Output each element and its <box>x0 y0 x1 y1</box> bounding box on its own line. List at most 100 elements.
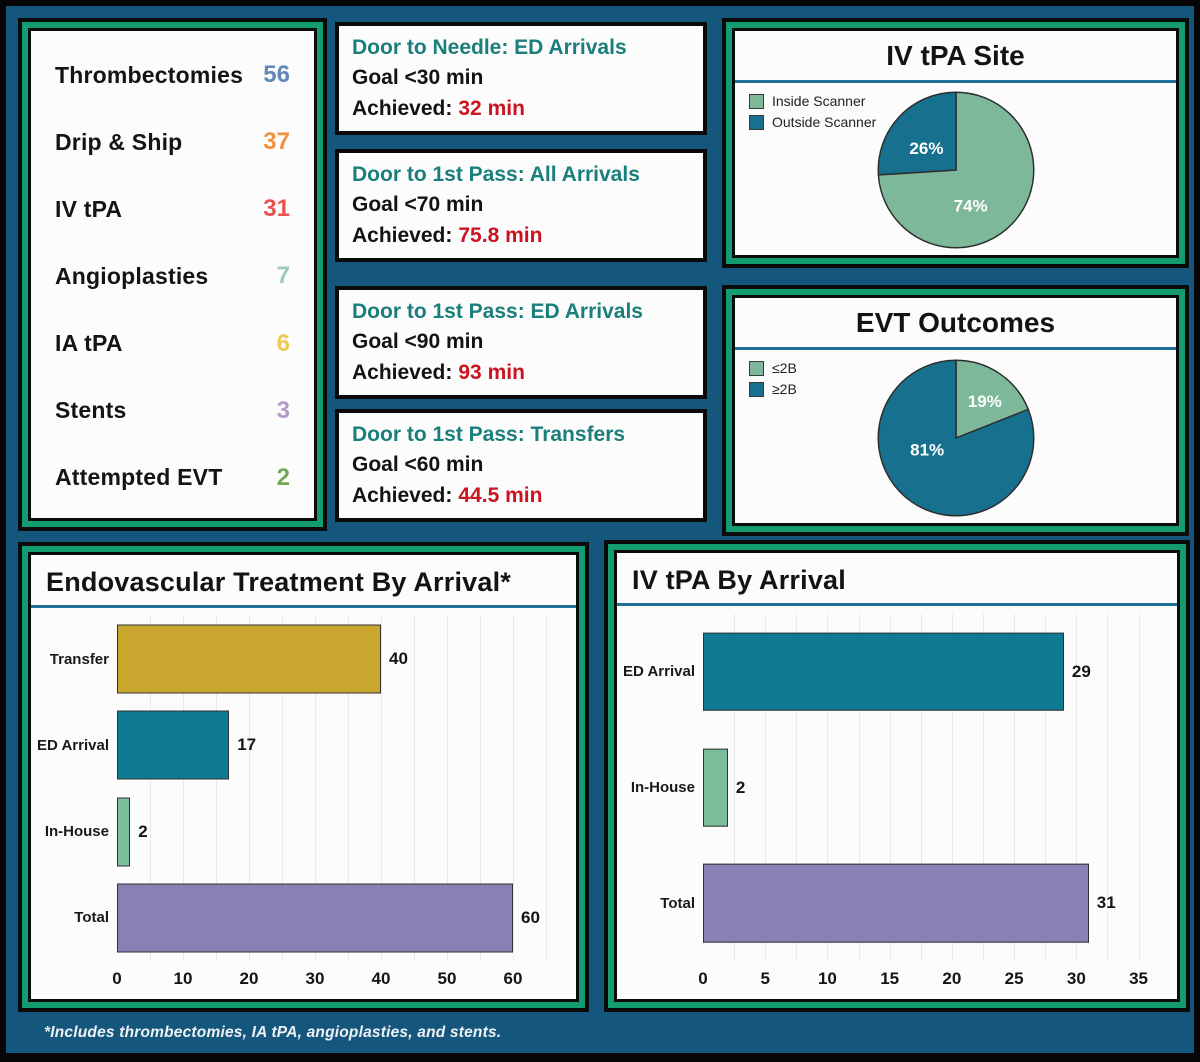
title-divider <box>735 80 1176 83</box>
evt-outcomes-pie-area: ≤2B ≥2B 19% 81% <box>735 350 1176 523</box>
outside-scanner-swatch <box>749 114 764 130</box>
gridline-v <box>1045 614 1047 961</box>
bar-category-label: Total <box>660 894 695 912</box>
gridline-v <box>1076 614 1078 961</box>
evt-outcomes-pie: 19% 81% <box>877 359 1034 516</box>
x-tick-label: 40 <box>371 969 391 988</box>
gridline-v <box>183 616 184 961</box>
bar-row-total: Total 60 <box>31 875 576 961</box>
summary-stats-panel: Thrombectomies 56 Drip & Ship 37 IV tPA 31 Ang… <box>18 18 327 531</box>
legend-label: Outside Scanner <box>772 114 877 130</box>
x-tick-label: 60 <box>503 969 523 988</box>
bar-row-ed-arrival: ED Arrival 29 <box>617 614 1177 730</box>
panel-green-frame: IV tPA By Arrival ED Arrival 29 In-House 2 T… <box>608 544 1186 1008</box>
x-tick-label: 25 <box>1004 969 1024 988</box>
bar-in-house <box>117 797 131 867</box>
gridline-v <box>796 614 798 961</box>
achieved-value: 93 min <box>458 360 525 384</box>
gridline-v <box>381 616 382 961</box>
bar-track: 40 <box>117 616 546 702</box>
stats-list: Thrombectomies 56 Drip & Ship 37 IV tPA 31 Ang… <box>31 31 314 518</box>
panel-green-frame: EVT Outcomes ≤2B ≥2B 19% 81% <box>726 289 1185 532</box>
bar-value-label: 17 <box>237 735 257 755</box>
x-tick-label: 5 <box>760 969 770 988</box>
panel-green-frame: IV tPA Site Inside Scanner Outside Scanne… <box>726 22 1185 264</box>
stat-row-drip-ship: Drip & Ship 37 <box>55 128 290 156</box>
pie-slice-2b <box>954 359 1029 439</box>
achieved-label: Achieved: <box>352 223 453 247</box>
bar-value-label: 2 <box>735 777 746 797</box>
stat-label: IV tPA <box>55 195 123 222</box>
achieved-label: Achieved: <box>352 483 453 507</box>
bar-row-ed-arrival: ED Arrival 17 <box>31 702 576 788</box>
gridline-v <box>983 614 984 961</box>
grid-layer <box>117 616 547 961</box>
gridline-v <box>315 616 316 961</box>
endovascular-bar-chart: Transfer 40 ED Arrival 17 In-House 2 Total 60 0… <box>31 608 576 999</box>
bar-rows: ED Arrival 29 In-House 2 Total 31 <box>617 614 1177 961</box>
metric-goal: Goal <90 min <box>352 330 484 354</box>
gridline-v <box>513 616 514 961</box>
stat-row-ia-tpa: IA tPA 6 <box>55 330 290 358</box>
metric-card-title: Door to 1st Pass: All Arrivals <box>352 163 640 186</box>
metric-achieved: Achieved: 75.8 min <box>352 221 690 251</box>
x-tick-label: 0 <box>698 969 708 988</box>
evt-outcomes-panel: EVT Outcomes ≤2B ≥2B 19% 81% <box>722 285 1189 536</box>
endovascular-treatment-panel: Endovascular Treatment By Arrival* Trans… <box>18 542 589 1012</box>
stat-value: 3 <box>276 396 290 424</box>
legend-item-inside-scanner: Inside Scanner <box>749 93 876 109</box>
iv-tpa-site-panel: IV tPA Site Inside Scanner Outside Scanne… <box>722 18 1189 268</box>
panel-inner-frame: EVT Outcomes ≤2B ≥2B 19% 81% <box>732 295 1179 526</box>
pie-slice-percent-label: 74% <box>953 197 987 216</box>
x-tick-label: 30 <box>1066 969 1086 988</box>
gridline-v <box>858 614 860 961</box>
stat-label: IA tPA <box>55 330 123 357</box>
bar-track: 29 <box>703 614 1151 730</box>
stat-row-thrombectomies: Thrombectomies 56 <box>55 61 290 89</box>
bar-category-label: Transfer <box>49 650 109 668</box>
gridline-v <box>150 616 151 961</box>
bar-track: 2 <box>117 789 546 875</box>
bar-row-transfer: Transfer 40 <box>31 616 576 702</box>
pie-slice-outside-scanner <box>877 91 957 176</box>
bar-category-label: In-House <box>630 779 695 796</box>
2b-swatch <box>749 381 764 397</box>
pie-slice-2b <box>877 359 1034 516</box>
metric-card-door-to-needle-ed: Door to Needle: ED Arrivals Goal <30 min… <box>335 22 707 135</box>
metric-card-title: Door to 1st Pass: Transfers <box>352 423 626 446</box>
metric-card-door-to-1st-pass-ed: Door to 1st Pass: ED Arrivals Goal <90 m… <box>335 286 707 399</box>
pie-slice-percent-label: 26% <box>909 139 943 158</box>
bar-ed-arrival <box>703 632 1064 712</box>
achieved-label: Achieved: <box>352 96 453 120</box>
gridline-v <box>282 616 283 961</box>
gridline-v <box>447 616 448 961</box>
stat-row-angioplasties: Angioplasties 7 <box>55 262 290 290</box>
title-divider <box>617 603 1177 606</box>
bar-category-label: ED Arrival <box>623 663 695 681</box>
stat-value: 56 <box>263 61 290 88</box>
gridline-v <box>546 616 547 961</box>
metric-card-title: Door to 1st Pass: ED Arrivals <box>352 300 643 323</box>
metric-achieved: Achieved: 32 min <box>352 94 690 124</box>
pie-legend: ≤2B ≥2B <box>749 360 797 402</box>
metric-goal: Goal <70 min <box>352 193 484 217</box>
legend-item-2b: ≤2B <box>749 360 797 376</box>
pie-slice-percent-label: 19% <box>967 391 1001 410</box>
panel-green-frame: Thrombectomies 56 Drip & Ship 37 IV tPA 31 Ang… <box>22 22 323 527</box>
stat-row-stents: Stents 3 <box>55 397 290 425</box>
stat-label: Thrombectomies <box>55 61 244 88</box>
x-tick-label: 15 <box>880 969 900 988</box>
x-tick-label: 50 <box>437 969 457 988</box>
bar-value-label: 31 <box>1096 893 1116 913</box>
bar-track: 31 <box>703 845 1151 961</box>
bar-row-total: Total 31 <box>617 845 1177 961</box>
inside-scanner-swatch <box>749 93 764 109</box>
metric-card-door-to-1st-pass-transfers: Door to 1st Pass: Transfers Goal <60 min… <box>335 409 707 522</box>
gridline-v <box>348 616 349 961</box>
achieved-value: 75.8 min <box>458 223 543 247</box>
gridline-v <box>1138 614 1140 961</box>
bar-in-house <box>703 748 728 827</box>
stat-label: Drip & Ship <box>55 128 183 155</box>
bar-category-label: ED Arrival <box>37 736 109 754</box>
